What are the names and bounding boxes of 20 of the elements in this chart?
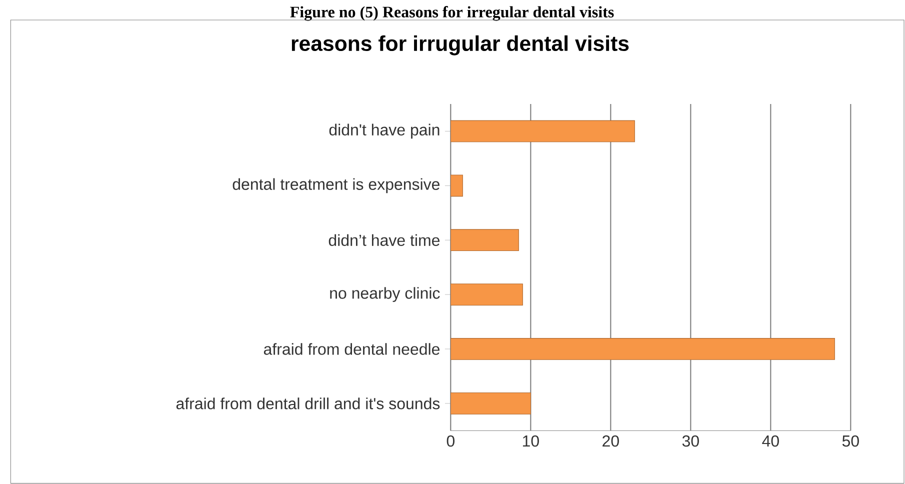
y-tick-label: afraid from dental drill and it's sounds [176,398,440,410]
y-tick-label: afraid from dental needle [264,343,440,355]
x-tick-label: 10 [522,435,539,447]
x-tick-label: 40 [762,435,779,447]
y-tick-label: dental treatment is expensive [232,178,440,194]
bar [450,338,835,360]
x-tick-label: 20 [602,435,619,447]
x-tick-label: 50 [842,435,859,447]
text: Figure no (5) Reasons for irregular dental visits [290,6,614,21]
bar [450,392,531,414]
x-tick-label: 30 [682,435,699,447]
y-tick-label: didn't have pain [329,124,440,139]
bar [450,174,463,196]
bar [450,229,519,252]
chart-title: reasons for irrugular dental visits [292,35,629,56]
x-tick-label: 0 [446,435,455,447]
bar [450,120,635,142]
y-tick-label: no nearby clinic [330,287,440,302]
y-tick-label: didn’t have time [328,234,440,246]
bar [450,284,523,306]
